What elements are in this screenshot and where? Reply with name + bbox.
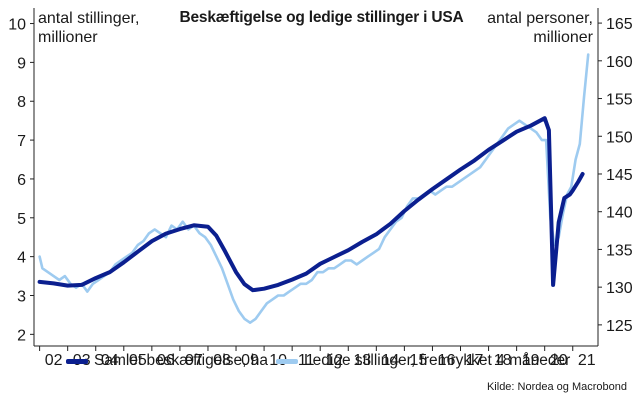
right-axis-label: antal personer, millioner xyxy=(487,9,593,47)
right-axis-label-line2: millioner xyxy=(533,29,593,46)
x-tick-label: 04 xyxy=(101,352,119,369)
right-tick-label: 160 xyxy=(606,54,633,71)
x-tick-label: 21 xyxy=(578,352,596,369)
x-tick-label: 08 xyxy=(213,352,231,369)
x-tick-label: 17 xyxy=(466,352,484,369)
x-tick-label: 14 xyxy=(381,352,399,369)
left-tick-label: 8 xyxy=(17,94,26,111)
x-tick-label: 05 xyxy=(129,352,147,369)
right-tick-label: 130 xyxy=(606,280,633,297)
left-tick-label: 10 xyxy=(8,17,26,34)
legend-item-vacancies: Ledige stillinger, fremrykket 4 måneder xyxy=(276,352,570,370)
right-tick-label: 165 xyxy=(606,16,633,33)
x-tick-label: 13 xyxy=(353,352,371,369)
source-note: Kilde: Nordea og Macrobond xyxy=(486,381,627,393)
series-line-employment xyxy=(37,116,585,293)
x-tick-label: 16 xyxy=(438,352,456,369)
right-tick-label: 125 xyxy=(606,318,633,335)
right-axis-label-line1: antal personer, xyxy=(487,10,593,27)
x-tick-label: 11 xyxy=(298,352,315,369)
x-tick-label: 15 xyxy=(410,352,428,369)
right-tick-label: 140 xyxy=(606,205,633,222)
x-tick-label: 18 xyxy=(494,352,512,369)
right-tick-label: 135 xyxy=(606,242,633,259)
left-tick-label: 9 xyxy=(17,55,26,72)
x-tick-label: 02 xyxy=(45,352,63,369)
left-tick-label: 2 xyxy=(17,327,26,344)
legend-label-vacancies: Ledige stillinger, fremrykket 4 måneder xyxy=(304,352,571,369)
x-tick-label: 12 xyxy=(325,352,343,369)
series-line-vacancies xyxy=(38,53,590,325)
left-tick-label: 3 xyxy=(17,288,26,305)
left-tick-label: 6 xyxy=(17,172,26,189)
legend-label-employment: Samlet beskæftigelse, ha xyxy=(94,352,269,369)
x-tick-label: 06 xyxy=(157,352,175,369)
right-tick-label: 150 xyxy=(606,129,633,146)
left-tick-label: 4 xyxy=(17,250,26,267)
legend-item-employment: Samlet beskæftigelse, ha xyxy=(66,352,268,370)
legend-swatch-employment xyxy=(66,358,88,364)
x-tick-label: 19 xyxy=(522,352,540,369)
right-tick-label: 145 xyxy=(606,167,633,184)
left-tick-label: 5 xyxy=(17,211,26,228)
chart-legend: Samlet beskæftigelse, ha Ledige stilling… xyxy=(66,352,578,370)
left-axis-label-line2: millioner xyxy=(38,29,98,46)
legend-swatch-vacancies xyxy=(276,358,299,364)
x-tick-label: 20 xyxy=(550,352,568,369)
chart-title: Beskæftigelse og ledige stillinger i USA xyxy=(179,9,464,26)
left-tick-label: 7 xyxy=(17,133,26,150)
left-axis-label: antal stillinger, millioner xyxy=(38,9,139,47)
x-tick-label: 09 xyxy=(241,352,259,369)
right-tick-label: 155 xyxy=(606,92,633,109)
x-tick-label: 07 xyxy=(185,352,203,369)
left-axis-label-line1: antal stillinger, xyxy=(38,10,140,27)
